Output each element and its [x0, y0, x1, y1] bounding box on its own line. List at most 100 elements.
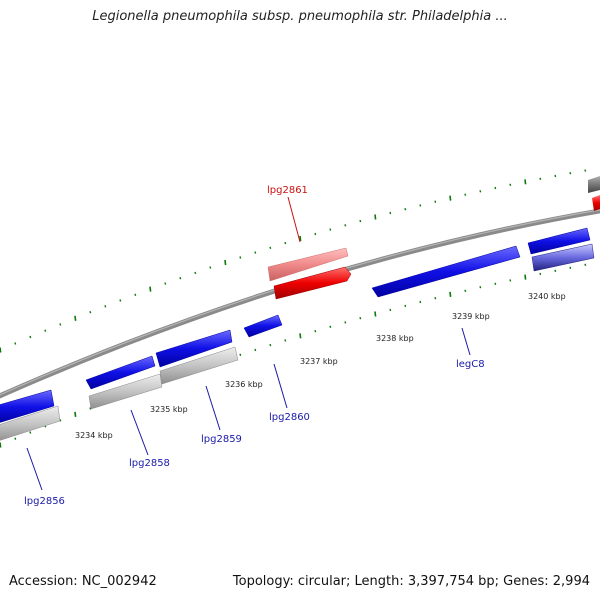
tick-label: 3240 kbp — [528, 292, 566, 301]
scale-tick — [569, 266, 572, 270]
scale-tick — [389, 308, 392, 312]
scale-tick — [329, 325, 332, 329]
gene-top-right-gray[interactable] — [588, 176, 600, 193]
scale-tick — [479, 285, 482, 289]
gene-label-lpg2856[interactable]: lpg2856 — [24, 496, 65, 507]
scale-tick — [239, 353, 242, 357]
scale-tick — [404, 207, 407, 211]
scale-tick — [344, 224, 347, 227]
scale-tick — [254, 348, 257, 352]
gene-lpg2858-gray[interactable] — [88, 373, 163, 410]
scale-tick — [314, 329, 317, 333]
gene-lpg2858[interactable] — [85, 355, 156, 390]
gene-3240-blue[interactable] — [527, 227, 591, 255]
scale-tick — [359, 219, 362, 223]
scale-tick — [149, 286, 152, 292]
gene-labels: lpg2856 lpg2858 lpg2859 lpg2860 legC8 lp… — [24, 185, 485, 507]
gene-label-lpg2861[interactable]: lpg2861 — [267, 185, 308, 196]
gene-label-lpg2859[interactable]: lpg2859 — [201, 434, 242, 445]
scale-tick — [299, 235, 302, 242]
scale-tick — [344, 321, 347, 324]
scale-tick — [14, 437, 17, 440]
tick-label: 3234 kbp — [75, 431, 113, 440]
scale-tick — [569, 171, 572, 175]
scale-tick — [479, 190, 482, 193]
scale-tick — [0, 442, 2, 448]
gene-lpg2859-gray[interactable] — [159, 346, 239, 385]
scale-tick — [434, 200, 437, 203]
scale-tick — [389, 211, 392, 215]
tick-labels: 3234 kbp 3235 kbp 3236 kbp 3237 kbp 3238… — [75, 292, 566, 440]
gene-lpg2856[interactable] — [0, 389, 55, 424]
scale-tick — [29, 335, 32, 339]
scale-tick — [269, 343, 272, 347]
scale-tick — [164, 282, 167, 285]
scale-tick — [494, 282, 497, 286]
scale-tick — [134, 293, 137, 297]
scale-tick — [209, 266, 212, 269]
scale-tick — [539, 272, 542, 276]
gene-label-lpg2860[interactable]: lpg2860 — [269, 412, 310, 423]
tick-label: 3236 kbp — [225, 380, 263, 389]
scale-tick — [179, 276, 182, 280]
scale-tick — [554, 174, 557, 178]
scale-tick — [524, 179, 527, 185]
scale-tick — [299, 333, 302, 339]
scale-tick — [0, 347, 2, 353]
scale-tick — [74, 411, 77, 417]
scale-tick — [104, 305, 107, 308]
scale-tick — [509, 183, 512, 187]
scale-tick — [194, 271, 197, 275]
scale-tick — [29, 431, 32, 434]
scale-tick — [44, 329, 47, 332]
gene-3240-striped[interactable] — [531, 243, 595, 272]
gene-legC8[interactable] — [371, 245, 521, 298]
topology-summary: Topology: circular; Length: 3,397,754 bp… — [232, 574, 590, 589]
forward-genes — [267, 176, 600, 300]
scale-tick — [239, 256, 242, 259]
scale-tick — [554, 269, 557, 273]
scale-tick — [59, 419, 62, 422]
gene-lpg2861[interactable] — [273, 266, 352, 300]
scale-tick — [89, 407, 92, 410]
scale-tick — [74, 315, 77, 321]
scale-tick — [59, 323, 62, 326]
scale-tick — [14, 342, 17, 345]
scale-tick — [404, 304, 407, 308]
reverse-genes — [0, 227, 595, 442]
scale-tick — [224, 259, 227, 266]
tick-label: 3239 kbp — [452, 312, 490, 321]
scale-tick — [284, 339, 287, 342]
scale-tick — [419, 204, 422, 207]
gene-label-lpg2858[interactable]: lpg2858 — [129, 458, 170, 469]
scale-tick — [254, 251, 257, 254]
scale-tick — [449, 195, 452, 201]
scale-tick — [89, 310, 92, 314]
tick-label: 3235 kbp — [150, 405, 188, 414]
scale-tick — [314, 232, 317, 236]
scale-tick — [464, 193, 467, 196]
scale-tick — [464, 289, 467, 293]
map-title: Legionella pneumophila subsp. pneumophil… — [92, 9, 508, 24]
gene-lpg2856-gray[interactable] — [0, 405, 61, 442]
scale-tick — [524, 274, 527, 280]
scale-tick — [494, 186, 497, 190]
gene-top-right-red[interactable] — [592, 195, 600, 211]
gene-lpg2860[interactable] — [243, 314, 283, 338]
gene-lpg2859[interactable] — [155, 329, 233, 368]
scale-tick — [119, 299, 122, 302]
gene-label-legC8[interactable]: legC8 — [456, 359, 485, 370]
accession-text: Accession: NC_002942 — [9, 574, 157, 589]
scale-tick — [329, 228, 332, 231]
gene-lpg2861-pink[interactable] — [267, 247, 349, 282]
label-leaders — [26, 196, 471, 491]
tick-label: 3237 kbp — [300, 357, 338, 366]
scale-tick — [449, 291, 452, 297]
scale-tick — [374, 311, 377, 317]
tick-label: 3238 kbp — [376, 334, 414, 343]
scale-tick — [284, 241, 287, 245]
scale-tick — [359, 316, 362, 320]
scale-tick — [584, 169, 587, 172]
outer-tick-marks — [0, 169, 587, 353]
